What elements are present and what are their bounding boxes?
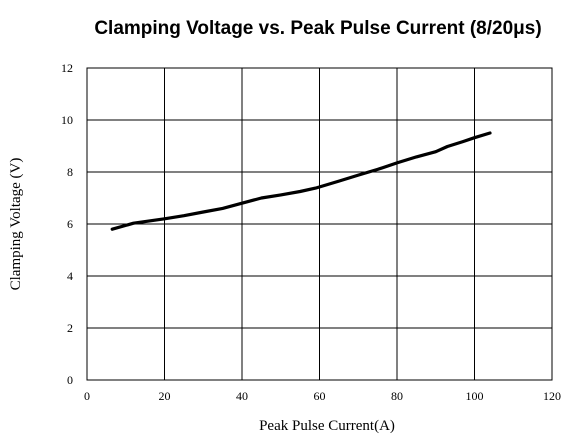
y-tick-label: 10 [61, 113, 73, 127]
x-axis-label: Peak Pulse Current(A) [259, 418, 395, 434]
x-tick-label: 120 [543, 389, 561, 403]
y-tick-label: 12 [61, 61, 73, 75]
y-axis-ticks: 0 2 4 6 8 10 12 [61, 61, 73, 387]
x-tick-label: 100 [466, 389, 484, 403]
y-tick-label: 6 [67, 217, 73, 231]
series-line [110, 131, 492, 231]
grid [86, 67, 553, 381]
plot-frame [86, 67, 553, 381]
x-axis-ticks: 0 20 40 60 80 100 120 [84, 389, 561, 403]
x-tick-label: 0 [84, 389, 90, 403]
x-tick-label: 80 [391, 389, 403, 403]
y-tick-label: 8 [67, 165, 73, 179]
x-tick-label: 60 [314, 389, 326, 403]
y-tick-label: 4 [67, 269, 73, 283]
y-tick-label: 0 [67, 373, 73, 387]
y-tick-label: 2 [67, 321, 73, 335]
chart-title: Clamping Voltage vs. Peak Pulse Current … [94, 18, 541, 39]
x-tick-label: 20 [159, 389, 171, 403]
y-axis-label: Clamping Voltage (V) [8, 158, 24, 291]
x-tick-label: 40 [236, 389, 248, 403]
